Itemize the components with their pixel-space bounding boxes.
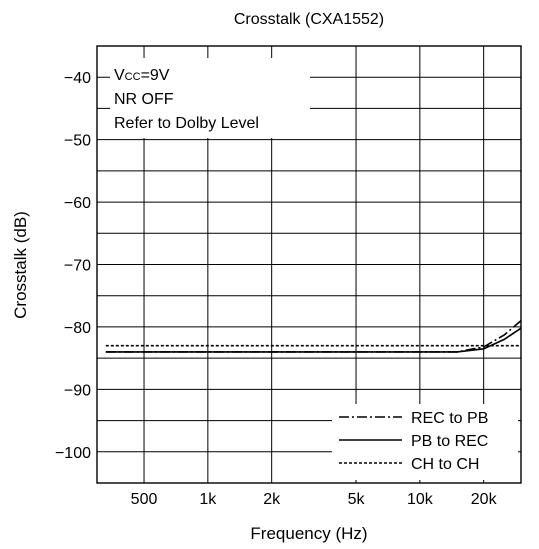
- chart-title: Crosstalk (CXA1552): [234, 11, 384, 28]
- legend: REC to PB PB to REC CH to CH: [339, 410, 488, 473]
- annotation-vcc-sub: CC: [125, 71, 141, 83]
- annotation-vcc-main: V: [114, 67, 125, 84]
- x-tick-label-20k: 20k: [471, 491, 498, 508]
- annotation-dolby: Refer to Dolby Level: [114, 115, 259, 132]
- y-tick-label-50: −50: [64, 133, 91, 150]
- x-tick-label-5k: 5k: [348, 491, 366, 508]
- legend-label-pb-to-rec: PB to REC: [411, 433, 488, 450]
- y-tick-label-70: −70: [64, 258, 91, 275]
- x-tick-label-500: 500: [131, 491, 158, 508]
- annotation-nr: NR OFF: [114, 91, 174, 108]
- x-tick-labels: 500 1k 2k 5k 10k 20k: [131, 491, 498, 508]
- annotation-vcc: VCC=9V: [114, 67, 170, 84]
- y-tick-label-80: −80: [64, 320, 91, 337]
- x-axis-label: Frequency (Hz): [250, 524, 367, 543]
- series-layer: [105, 320, 522, 353]
- grid-layer: [97, 46, 521, 483]
- plot-frame: [96, 45, 522, 484]
- y-tick-label-60: −60: [64, 195, 91, 212]
- series-line-pb-to-rec: [105, 327, 522, 353]
- x-tick-label-2k: 2k: [263, 491, 281, 508]
- legend-label-rec-to-pb: REC to PB: [411, 410, 488, 427]
- y-tick-label-90: −90: [64, 382, 91, 399]
- legend-label-ch-to-ch: CH to CH: [411, 456, 479, 473]
- series-line-rec-to-pb: [105, 320, 522, 353]
- annotation-background: [110, 58, 310, 138]
- annotation-vcc-rest: =9V: [141, 67, 170, 84]
- y-tick-label-40: −40: [64, 70, 91, 87]
- y-axis-label: Crosstalk (dB): [11, 211, 30, 319]
- y-tick-labels: −40 −50 −60 −70 −80 −90 −100: [55, 70, 91, 462]
- x-tick-label-1k: 1k: [199, 491, 217, 508]
- x-tick-label-10k: 10k: [407, 491, 434, 508]
- y-tick-label-100: −100: [55, 445, 91, 462]
